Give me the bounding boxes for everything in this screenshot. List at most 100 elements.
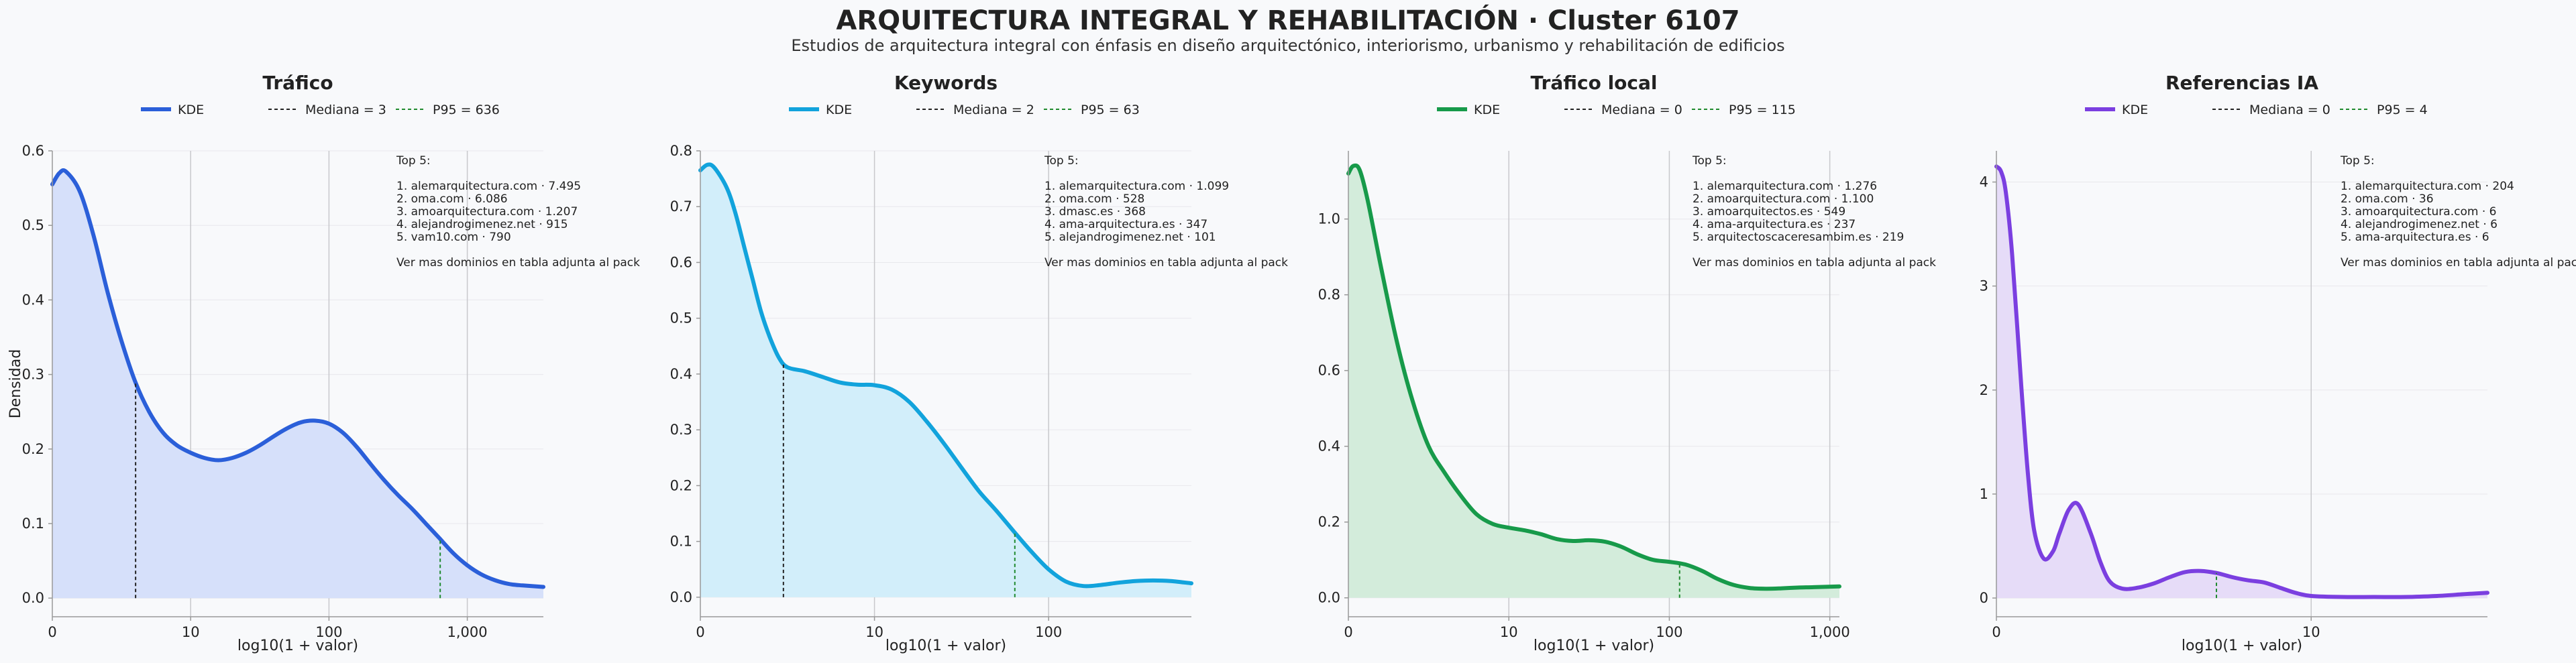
x-tick-label: 10 [182,624,200,640]
legend-label: KDE [178,103,204,117]
top5-item: 3. dmasc.es · 368 [1044,205,1146,219]
top5-item: 5. ama-arquitectura.es · 6 [2341,231,2489,244]
y-tick-label: 0.6 [1318,363,1340,379]
top5-item: 2. oma.com · 6.086 [396,192,508,206]
legend-label: KDE [2122,103,2148,117]
y-tick-label: 0.4 [670,366,692,382]
top5-header: Top 5: [1692,154,1727,168]
y-tick-label: 0 [1980,590,1988,606]
top5-item: 4. alejandrogimenez.net · 6 [2341,218,2498,231]
kde-area [1348,165,1839,598]
y-tick-label: 0.3 [22,367,44,383]
y-tick-label: 0.5 [22,217,44,233]
top5-item: 2. amoarquitectura.com · 1.100 [1693,192,1874,206]
top5-item: 5. vam10.com · 790 [396,231,511,244]
legend-label: Mediana = 0 [2249,103,2330,117]
y-tick-label: 1 [1980,486,1988,502]
legend-label: Mediana = 0 [1601,103,1682,117]
x-tick-label: 0 [1344,624,1352,640]
top5-item: 1. alemarquitectura.com · 1.099 [1044,180,1229,193]
top5-item: 4. ama-arquitectura.es · 237 [1693,218,1856,231]
y-tick-label: 0.6 [22,143,44,159]
x-tick-label: 10 [2302,624,2320,640]
top5-item: 1. alemarquitectura.com · 204 [2341,180,2514,193]
top5-item: 5. arquitectoscaceresambim.es · 219 [1693,231,1904,244]
kde-area [700,164,1191,597]
y-tick-label: 0.7 [670,198,692,215]
top5-item: 1. alemarquitectura.com · 1.276 [1693,180,1877,193]
top5-more-note: Ver mas dominios en tabla adjunta al pac… [396,256,640,269]
x-tick-label: 10 [1500,624,1518,640]
x-tick-label: 100 [1656,624,1682,640]
x-tick-label: 100 [1035,624,1062,640]
kde-line [1994,164,2489,599]
top5-more-note: Ver mas dominios en tabla adjunta al pac… [1693,256,1936,269]
x-axis-label: log10(1 + valor) [885,638,1006,654]
top5-header: Top 5: [2340,154,2375,168]
top5-item: 2. oma.com · 36 [2341,192,2434,206]
legend-label: P95 = 115 [1729,103,1796,117]
chart-panel-1: Tráfico KDE Mediana = 3 P95 = 636 0.0 0.1 0.2 0… [7,72,640,654]
y-tick-label: 0.8 [1318,287,1340,303]
y-tick-label: 0.4 [1318,438,1340,455]
x-tick-label: 1,000 [447,624,488,640]
x-tick-label: 100 [315,624,342,640]
y-tick-label: 0.2 [670,477,692,493]
top5-item: 4. ama-arquitectura.es · 347 [1044,218,1208,231]
kde-line [698,162,1193,589]
y-tick-label: 2 [1980,382,1988,398]
x-tick-label: 1,000 [1810,624,1850,640]
y-tick-label: 0.0 [22,590,44,606]
chart-panel-4: Referencias IA KDE Mediana = 0 P95 = 4 0 1 2 3 4… [1980,72,2576,654]
x-axis-label: log10(1 + valor) [237,638,358,654]
x-tick-label: 0 [48,624,56,640]
legend-label: Mediana = 2 [953,103,1034,117]
y-axis-label: Densidad [7,349,24,418]
top5-more-note: Ver mas dominios en tabla adjunta al pac… [2341,256,2576,269]
legend-label: Mediana = 3 [305,103,386,117]
top5-item: 5. alejandrogimenez.net · 101 [1044,231,1216,244]
top5-item: 1. alemarquitectura.com · 7.495 [396,180,581,193]
y-tick-label: 0.5 [670,310,692,326]
x-axis-label: log10(1 + valor) [1534,638,1654,654]
panel-title: Referencias IA [2165,72,2318,94]
y-tick-label: 0.0 [670,589,692,605]
top5-item: 2. oma.com · 528 [1044,192,1144,206]
x-tick-label: 10 [865,624,883,640]
chart-panel-2: Keywords KDE Mediana = 2 P95 = 63 0.0 0.1 0.2 0… [670,72,1289,654]
kde-area [52,170,543,599]
y-tick-label: 1.0 [1318,211,1340,227]
y-tick-label: 0.1 [670,534,692,550]
page-subtitle: Estudios de arquitectura integral con én… [791,36,1785,55]
panel-title: Keywords [894,72,998,94]
legend-label: P95 = 4 [2377,103,2428,117]
y-tick-label: 3 [1980,278,1988,294]
y-tick-label: 0.8 [670,143,692,159]
legend-label: P95 = 636 [433,103,500,117]
top5-header: Top 5: [1044,154,1079,168]
top5-item: 4. alejandrogimenez.net · 915 [396,218,568,231]
x-tick-label: 0 [696,624,704,640]
y-tick-label: 4 [1980,174,1988,190]
legend-label: KDE [826,103,852,117]
x-axis-label: log10(1 + valor) [2182,638,2302,654]
y-tick-label: 0.1 [22,516,44,532]
kde-line [1346,163,1841,591]
panel-title: Tráfico local [1531,72,1658,94]
panel-title: Tráfico [262,72,333,94]
y-tick-label: 0.2 [22,441,44,457]
y-tick-label: 0.3 [670,422,692,438]
top5-more-note: Ver mas dominios en tabla adjunta al pac… [1044,256,1288,269]
page-title: ARQUITECTURA INTEGRAL Y REHABILITACIÓN ·… [836,5,1740,36]
kde-line [50,168,545,589]
y-tick-label: 0.2 [1318,514,1340,530]
top5-header: Top 5: [396,154,431,168]
legend-label: KDE [1474,103,1500,117]
y-tick-label: 0.0 [1318,590,1340,606]
legend-label: P95 = 63 [1081,103,1140,117]
y-tick-label: 0.4 [22,292,44,308]
top5-item: 3. amoarquitectura.com · 6 [2341,205,2496,219]
top5-item: 3. amoarquitectos.es · 549 [1693,205,1845,219]
x-tick-label: 0 [1992,624,2000,640]
